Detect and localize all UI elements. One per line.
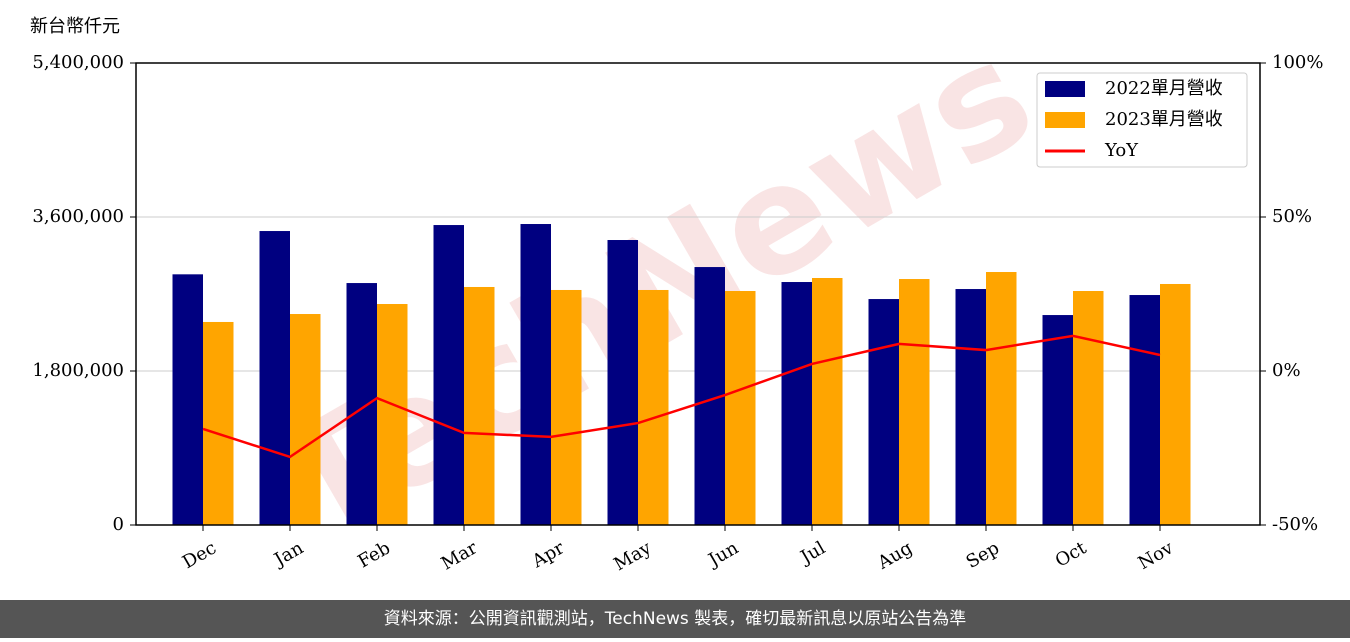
legend-swatch (1045, 112, 1085, 128)
bar (1129, 295, 1160, 525)
bar (433, 225, 464, 525)
footer-bar (0, 600, 1350, 638)
bar (346, 283, 377, 525)
x-tick-label: Aug (873, 537, 916, 574)
x-tick-label: Jan (269, 537, 307, 571)
legend-label: 2022單月營收 (1105, 78, 1223, 99)
y-tick-label: 1,800,000 (32, 360, 124, 381)
y2-tick-label: 100% (1272, 52, 1323, 73)
y-tick-label: 5,400,000 (32, 52, 124, 73)
bar (955, 289, 986, 525)
footer: 資料來源：公開資訊觀測站，TechNews 製表，確切最新訊息以原站公告為準 (384, 609, 966, 629)
y2-tick-label: -50% (1272, 514, 1318, 535)
bar (986, 272, 1017, 525)
bar (638, 289, 669, 525)
bar (1042, 315, 1073, 525)
bar (607, 240, 638, 525)
plot-frame (135, 62, 1261, 526)
x-tick-label: Sep (963, 537, 1003, 572)
bar (868, 299, 899, 525)
x-tick-label: Jun (703, 537, 742, 572)
bar (203, 321, 234, 525)
legend-box (1036, 72, 1248, 168)
bar (1160, 283, 1191, 525)
x-tick-label: Dec (179, 537, 220, 573)
legend-label: YoY (1104, 140, 1139, 161)
bar (725, 291, 756, 525)
x-tick-label: Nov (1135, 537, 1178, 574)
bar (781, 282, 812, 525)
x-tick-label: Jul (795, 537, 829, 569)
x-tick-label: Oct (1052, 537, 1091, 572)
bar (464, 286, 495, 525)
bar (899, 279, 930, 525)
bar (172, 274, 203, 525)
x-tick-label: Mar (438, 537, 482, 574)
bar (290, 314, 321, 525)
bar (259, 231, 290, 525)
legend-label: 2023單月營收 (1105, 109, 1223, 130)
y2-tick-label: 50% (1272, 206, 1312, 227)
y2-tick-label: 0% (1272, 360, 1301, 381)
x-tick-label: May (610, 537, 655, 575)
bar (377, 304, 408, 525)
y-tick-label: 0 (113, 514, 124, 535)
y-tick-label: 3,600,000 (32, 206, 124, 227)
bar (551, 289, 582, 525)
x-tick-label: Apr (528, 537, 568, 572)
bar (812, 278, 843, 525)
bar (1073, 291, 1104, 525)
legend-swatch (1045, 81, 1085, 97)
y-axis-label: 新台幣仟元 (30, 16, 120, 37)
yoy-line (202, 334, 1161, 459)
bar (520, 224, 551, 525)
